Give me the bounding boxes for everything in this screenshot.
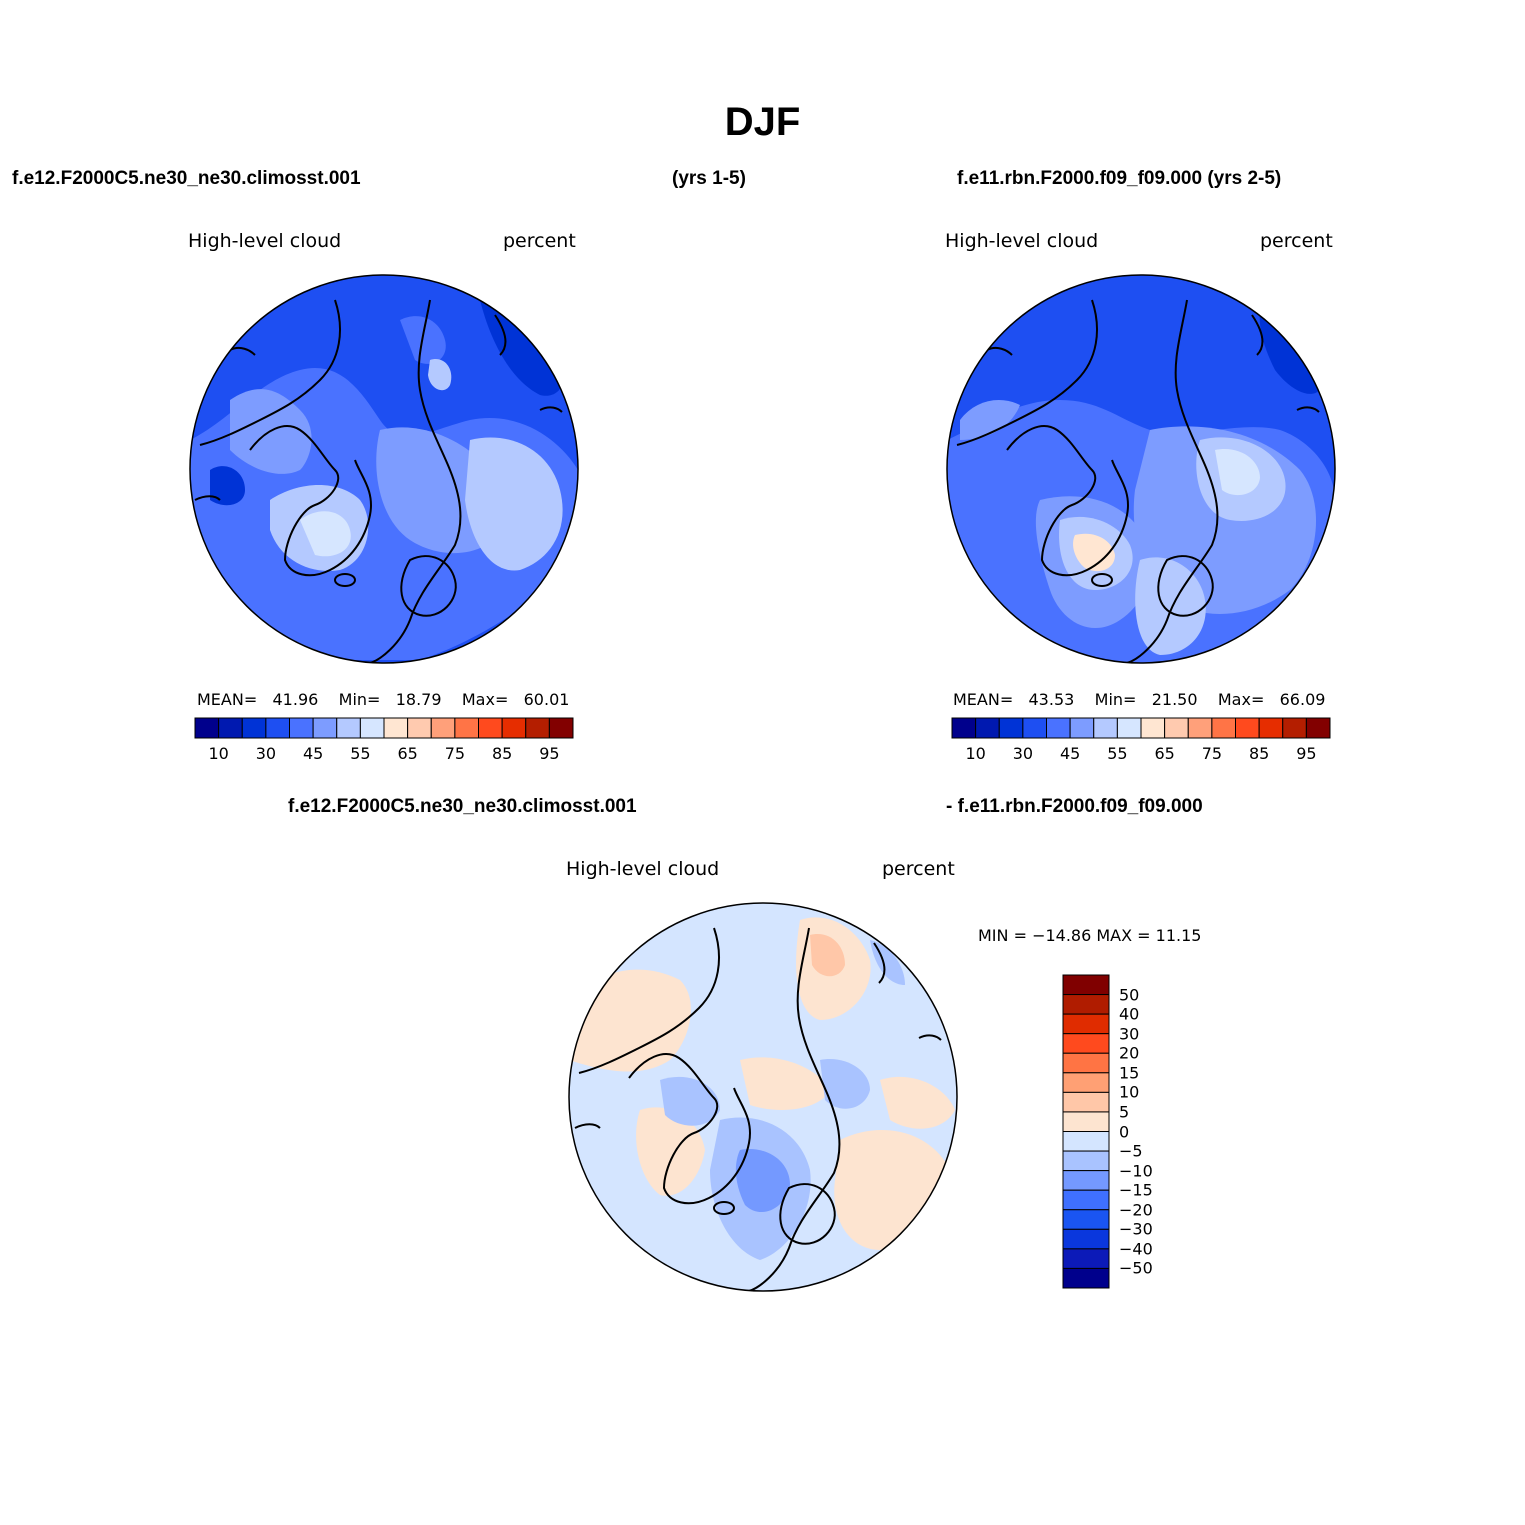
panel2-max-label: Max=	[1217, 690, 1265, 709]
colorbar-tick-label: 75	[1201, 744, 1223, 763]
colorbar-tick-label: 75	[444, 744, 466, 763]
diff-case-a-label: f.e12.F2000C5.ne30_ne30.climosst.001	[288, 796, 637, 817]
colorbar-tick-label: 0	[1119, 1122, 1130, 1141]
colorbar-tick-label: 45	[1059, 744, 1081, 763]
panel1-min-value: 18.79	[395, 690, 442, 709]
colorbar-swatch	[548, 717, 574, 739]
colorbar-swatch	[1062, 1150, 1110, 1172]
colorbar-tick-label: 10	[1119, 1082, 1140, 1102]
colorbar-tick-label: 5	[1119, 1102, 1130, 1122]
panel2-units: percent	[1260, 230, 1333, 252]
colorbar-swatch	[1062, 1131, 1110, 1152]
colorbar-swatch	[1305, 717, 1331, 739]
panel2-mean-label: MEAN=	[953, 690, 1014, 709]
colorbar-swatch	[1062, 1111, 1110, 1132]
years-left-label: (yrs 1-5)	[672, 168, 746, 189]
colorbar-tick-label: 55	[350, 744, 371, 763]
colorbar-swatch	[1062, 1248, 1110, 1269]
colorbar-tick-label: −10	[1119, 1161, 1153, 1181]
colorbar-tick-label: 10	[965, 744, 986, 763]
colorbar-tick-label: 20	[1119, 1043, 1140, 1063]
panel1-max-value: 60.01	[523, 690, 570, 709]
colorbar-swatch	[1062, 1170, 1110, 1191]
colorbar-tick-label: 65	[397, 744, 418, 763]
panel2-stats: MEAN= 43.53 Min= 21.50 Max= 66.09	[953, 690, 1325, 709]
colorbar-tick-label: 85	[1248, 744, 1270, 763]
colorbar-swatch	[1062, 974, 1110, 996]
colorbar-swatch	[1062, 1033, 1110, 1054]
colorbar-tick-label: −5	[1119, 1141, 1143, 1161]
colorbar-tick-label: 95	[539, 744, 560, 763]
diff-case-b-label: - f.e11.rbn.F2000.f09_f09.000	[946, 796, 1203, 817]
colorbar-tick-label: 30	[1012, 744, 1034, 763]
colorbar-tick-label: −50	[1119, 1258, 1153, 1278]
case-left-label: f.e12.F2000C5.ne30_ne30.climosst.001	[12, 168, 361, 189]
panel3-variable: High-level cloud	[566, 858, 720, 880]
panel1-mean-label: MEAN=	[197, 690, 258, 709]
colorbar-tick-label: 45	[302, 744, 324, 763]
colorbar-tick-label: 40	[1119, 1004, 1140, 1024]
panel1-variable: High-level cloud	[188, 230, 342, 252]
colorbar-tick-label: 10	[208, 744, 229, 763]
colorbar-tick-label: 55	[1107, 744, 1128, 763]
colorbar-tick-label: −30	[1119, 1219, 1153, 1239]
colorbar-tick-label: 95	[1296, 744, 1317, 763]
colorbar-tick-label: −20	[1119, 1200, 1153, 1220]
colorbar-tick-label: 50	[1119, 985, 1140, 1005]
panel1-colorbar	[194, 717, 574, 739]
panel3-units: percent	[882, 858, 955, 880]
colorbar-swatch	[1062, 1052, 1110, 1074]
case-right-label: f.e11.rbn.F2000.f09_f09.000 (yrs 2-5)	[957, 168, 1282, 189]
panel2-max-value: 66.09	[1279, 690, 1326, 709]
colorbar-swatch	[1062, 1013, 1110, 1035]
colorbar-swatch	[1062, 1091, 1110, 1113]
panel3-minmax: MIN = −14.86 MAX = 11.15	[978, 926, 1202, 945]
panel2-min-value: 21.50	[1151, 690, 1198, 709]
panel1-mean-value: 41.96	[272, 690, 319, 709]
colorbar-swatch	[1062, 994, 1110, 1015]
panel1-colorbar-ticks: 10 30 45 55 65 75 85 95	[195, 744, 573, 764]
panel2-min-label: Min=	[1094, 690, 1137, 709]
panel2-colorbar	[951, 717, 1331, 739]
panel1-stats: MEAN= 41.96 Min= 18.79 Max= 60.01	[197, 690, 569, 709]
colorbar-tick-label: 30	[255, 744, 277, 763]
colorbar-tick-label: 65	[1154, 744, 1175, 763]
panel2-colorbar-ticks: 10 30 45 55 65 75 85 95	[952, 744, 1330, 764]
panel3-colorbar	[1062, 974, 1110, 1289]
panel2-mean-value: 43.53	[1028, 690, 1075, 709]
panel3-colorbar-ticks: 50 40 30 20 15 10 5 0 −5 −10 −15 −20 −30 −40 −50	[1119, 975, 1199, 1288]
colorbar-tick-label: −15	[1119, 1180, 1153, 1200]
panel1-max-label: Max=	[461, 690, 509, 709]
colorbar-tick-label: 30	[1119, 1024, 1140, 1044]
colorbar-swatch	[1062, 1267, 1110, 1289]
colorbar-tick-label: 85	[491, 744, 513, 763]
colorbar-tick-label: 15	[1119, 1063, 1140, 1083]
panel2-variable: High-level cloud	[945, 230, 1099, 252]
panel1-min-label: Min=	[338, 690, 381, 709]
colorbar-tick-label: −40	[1119, 1239, 1153, 1259]
colorbar-swatch	[1062, 1072, 1110, 1093]
colorbar-swatch	[1062, 1228, 1110, 1250]
panel1-units: percent	[503, 230, 576, 252]
figure-title: DJF	[724, 100, 801, 144]
colorbar-swatch	[1062, 1189, 1110, 1211]
colorbar-swatch	[1062, 1209, 1110, 1230]
